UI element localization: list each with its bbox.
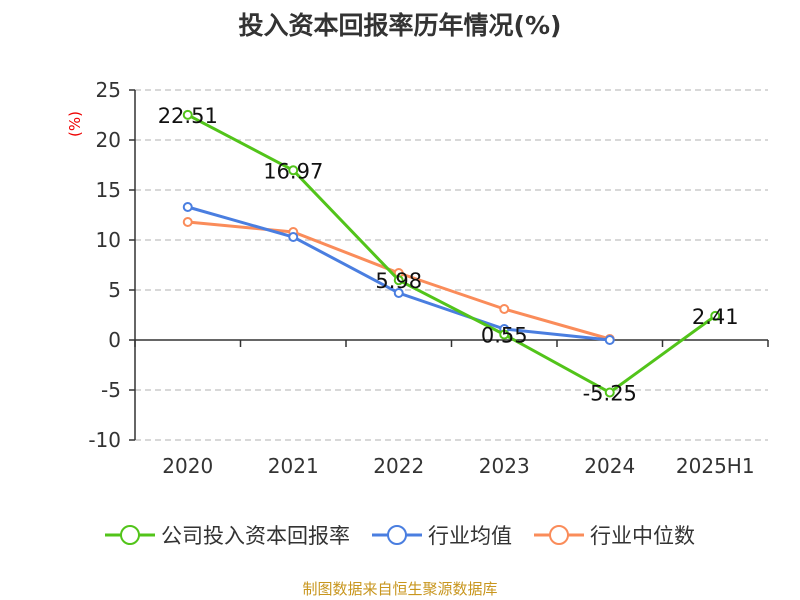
legend-label: 公司投入资本回报率 — [161, 524, 350, 548]
data-point — [604, 335, 615, 345]
data-point — [288, 165, 299, 176]
data-label: 22.51 — [158, 104, 218, 128]
x-tick-label: 2024 — [584, 454, 635, 478]
data-label: -5.25 — [583, 382, 637, 406]
x-tick-label: 2021 — [268, 454, 319, 478]
source-note: 制图数据来自恒生聚源数据库 — [302, 580, 498, 598]
data-point — [604, 387, 615, 398]
data-label: 2.41 — [692, 305, 739, 329]
legend-marker-icon — [534, 525, 584, 545]
y-tick-label: 10 — [96, 228, 121, 252]
y-tick-label: 0 — [108, 328, 121, 352]
y-tick-label: 5 — [108, 278, 121, 302]
legend-item[interactable]: 行业中位数 — [534, 520, 695, 550]
data-point — [499, 304, 510, 314]
y-tick-label: 20 — [96, 128, 121, 152]
chart-title: 投入资本回报率历年情况(%) — [238, 11, 562, 40]
data-label: 5.98 — [375, 269, 422, 293]
legend: 公司投入资本回报率 行业均值 行业中位数 — [0, 520, 800, 550]
legend-label: 行业均值 — [428, 524, 512, 548]
x-tick-label: 2022 — [373, 454, 424, 478]
legend-item[interactable]: 公司投入资本回报率 — [105, 520, 350, 550]
data-point — [393, 288, 404, 298]
legend-label: 行业中位数 — [590, 524, 695, 548]
data-point — [710, 310, 721, 321]
data-point — [288, 232, 299, 242]
legend-marker-icon — [105, 525, 155, 545]
x-tick-label: 2020 — [162, 454, 213, 478]
data-point — [393, 275, 404, 286]
x-tick-label: 2025H1 — [676, 454, 755, 478]
data-label: 16.97 — [263, 159, 323, 183]
legend-marker-icon — [372, 525, 422, 545]
y-tick-label: 15 — [96, 178, 121, 202]
data-point — [499, 329, 510, 340]
y-tick-label: 25 — [96, 78, 121, 102]
y-tick-label: -5 — [101, 378, 121, 402]
data-point — [182, 217, 193, 227]
x-tick-label: 2023 — [479, 454, 530, 478]
data-label: 0.55 — [481, 324, 528, 348]
legend-item[interactable]: 行业均值 — [372, 520, 512, 550]
data-point — [182, 202, 193, 212]
data-point — [182, 109, 193, 120]
y-tick-label: -10 — [88, 428, 121, 452]
series-line — [187, 113, 717, 395]
